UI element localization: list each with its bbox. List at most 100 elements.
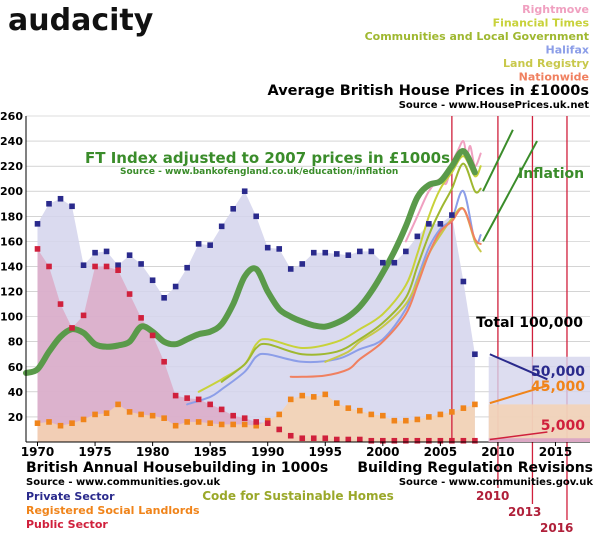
- price-source: Source - www.HousePrices.uk.net: [399, 100, 590, 111]
- private-sector-marker: [264, 244, 271, 251]
- private-sector-marker: [92, 249, 98, 256]
- private-sector-marker: [299, 261, 306, 267]
- public-sector-marker: [241, 415, 248, 421]
- private-sector-marker: [46, 200, 52, 207]
- x-tick-label: 1990: [251, 445, 284, 459]
- public-sector-marker: [276, 426, 283, 433]
- private-sector-marker: [69, 203, 75, 210]
- public-sector-marker: [310, 435, 317, 442]
- private-sector-marker: [57, 195, 64, 202]
- social-landlords-marker: [449, 409, 455, 415]
- social-landlords-marker: [46, 419, 52, 425]
- public-sector-marker: [103, 263, 110, 270]
- housing-legend-item: Public Sector: [26, 518, 108, 531]
- x-tick-label: 1980: [136, 445, 169, 459]
- price-legend-item: Land Registry: [503, 57, 589, 70]
- public-sector-marker: [299, 435, 306, 442]
- social-landlords-marker: [92, 411, 98, 418]
- private-sector-marker: [126, 252, 133, 258]
- social-landlords-marker: [414, 416, 421, 423]
- private-sector-marker: [149, 277, 156, 284]
- private-sector-marker: [253, 213, 260, 220]
- csh-label: Code for Sustainable Homes: [202, 489, 394, 503]
- axes: 20 40 60 80 100 120 140 160 180 200 220 240 260 1970 1…: [0, 110, 590, 459]
- public-sector-marker: [264, 420, 271, 426]
- social-landlords-marker: [138, 411, 144, 418]
- y-tick-label: 60: [8, 361, 24, 374]
- private-sector-marker: [472, 351, 478, 358]
- public-sector-marker: [368, 437, 375, 444]
- social-landlords-marker: [310, 394, 317, 400]
- private-sector-marker: [460, 278, 467, 285]
- y-tick-label: 20: [8, 411, 24, 424]
- social-landlords-marker: [460, 405, 467, 411]
- price-legend-item: Financial Times: [493, 17, 590, 30]
- ft-index-label: FT Index adjusted to 2007 prices in £100…: [85, 149, 450, 167]
- inflation-trend-line: [482, 129, 514, 192]
- housing-title: British Annual Housebuilding in 1000s: [26, 460, 328, 476]
- private-sector-marker: [287, 266, 294, 272]
- public-sector-marker: [57, 301, 64, 307]
- social-landlords-marker: [333, 400, 340, 406]
- y-tick-label: 240: [0, 135, 23, 148]
- public-target-band: [488, 438, 590, 442]
- social-landlords-marker: [80, 416, 87, 423]
- private-sector-marker: [80, 262, 87, 269]
- social-landlords-marker: [380, 412, 386, 419]
- social-landlords-marker: [241, 421, 248, 428]
- social-landlords-marker: [391, 417, 398, 424]
- y-tick-label: 120: [0, 286, 23, 299]
- public-sector-marker: [161, 358, 167, 365]
- private-sector-marker: [161, 295, 167, 301]
- public-sector-marker: [287, 432, 294, 439]
- social-landlords-marker: [184, 419, 190, 425]
- private-sector-marker: [34, 221, 41, 227]
- private-sector-marker: [391, 259, 398, 266]
- public-sector-marker: [69, 325, 75, 331]
- price-legend-item: Communities and Local Government: [365, 30, 589, 43]
- target-private-label: 50,000: [531, 364, 585, 380]
- public-sector-marker: [426, 437, 432, 444]
- housing-source: Source - www.communities.gov.uk: [26, 477, 221, 488]
- housebuilding-markers: [34, 188, 478, 444]
- private-sector-marker: [230, 205, 236, 212]
- social-target-pointer: [489, 384, 548, 405]
- social-landlords-marker: [69, 420, 75, 426]
- public-sector-marker: [207, 401, 213, 408]
- private-sector-marker: [403, 248, 409, 255]
- public-sector-marker: [437, 437, 444, 444]
- private-sector-marker: [172, 283, 179, 290]
- regulation-source: Source - www.communities.gov.uk: [399, 477, 594, 488]
- private-sector-marker: [310, 249, 317, 256]
- social-landlords-marker: [34, 420, 41, 426]
- regulation-title: Building Regulation Revisions: [357, 460, 593, 476]
- revision-2016-label: 2016: [540, 521, 573, 535]
- public-sector-marker: [126, 291, 133, 297]
- y-tick-label: 40: [8, 386, 24, 399]
- target-annotations: [488, 353, 590, 442]
- social-landlords-marker: [115, 401, 121, 408]
- price-legend-item: Halifax: [546, 44, 589, 57]
- brand-logo: audacity: [8, 3, 154, 38]
- public-sector-marker: [138, 315, 144, 321]
- social-landlords-marker: [368, 411, 375, 418]
- total-target-label: Total 100,000: [476, 315, 583, 331]
- social-landlords-marker: [437, 411, 444, 418]
- revision-2013-label: 2013: [508, 505, 541, 519]
- public-sector-marker: [184, 395, 190, 401]
- social-landlords-marker: [253, 422, 260, 429]
- price-line-nationwide: [289, 207, 482, 378]
- private-sector-marker: [103, 248, 110, 255]
- y-tick-label: 160: [0, 235, 23, 248]
- social-landlords-marker: [207, 420, 213, 426]
- social-landlords-marker: [345, 405, 352, 411]
- social-landlords-marker: [276, 411, 283, 418]
- housing-legend-item: Registered Social Landlords: [26, 504, 200, 517]
- x-tick-label: 1970: [21, 445, 54, 459]
- public-sector-marker: [472, 437, 478, 444]
- public-sector-marker: [403, 437, 409, 444]
- public-sector-marker: [80, 312, 87, 319]
- social-landlords-marker: [149, 412, 156, 419]
- public-sector-marker: [449, 437, 455, 444]
